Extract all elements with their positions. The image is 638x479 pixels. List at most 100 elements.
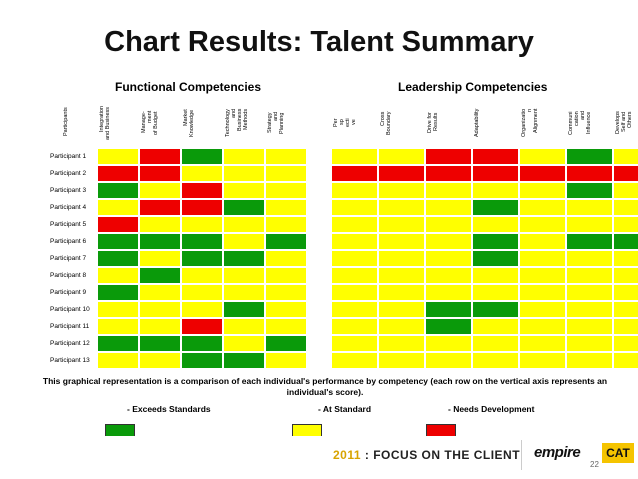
leadership-cell-r1-c5 <box>519 148 566 165</box>
page-number: 22 <box>590 460 599 469</box>
functional-cell-r13-c2 <box>139 352 181 369</box>
footer-tagline-text: : FOCUS ON THE CLIENT <box>361 448 521 462</box>
row-label-11: Participant 11 <box>50 323 90 330</box>
functional-cell-r5-c5 <box>265 216 307 233</box>
leadership-cell-r8-c2 <box>378 267 425 284</box>
footer-bar <box>0 436 638 479</box>
column-header-1: Integration and Business <box>99 106 111 140</box>
leadership-cell-r8-c7 <box>613 267 638 284</box>
leadership-cell-r7-c3 <box>425 250 472 267</box>
functional-cell-r3-c2 <box>139 182 181 199</box>
leadership-cell-r11-c7 <box>613 318 638 335</box>
leadership-cell-r1-c3 <box>425 148 472 165</box>
leadership-cell-r8-c1 <box>331 267 378 284</box>
leadership-cell-r2-c4 <box>472 165 519 182</box>
functional-competencies-heading: Functional Competencies <box>115 80 262 94</box>
functional-cell-r6-c5 <box>265 233 307 250</box>
leadership-cell-r7-c4 <box>472 250 519 267</box>
row-label-4: Participant 4 <box>50 204 87 211</box>
leadership-cell-r8-c5 <box>519 267 566 284</box>
leadership-cell-r3-c4 <box>472 182 519 199</box>
column-header-9: Organizatio n Alignment <box>521 108 539 138</box>
functional-cell-r13-c4 <box>223 352 265 369</box>
functional-cell-r2-c3 <box>181 165 223 182</box>
functional-cell-r1-c1 <box>97 148 139 165</box>
leadership-cell-r11-c2 <box>378 318 425 335</box>
row-label-6: Participant 6 <box>50 238 87 245</box>
leadership-cell-r3-c5 <box>519 182 566 199</box>
leadership-cell-r13-c1 <box>331 352 378 369</box>
leadership-cell-r4-c3 <box>425 199 472 216</box>
column-header-4: Technology and Business Methods <box>225 109 249 137</box>
functional-cell-r2-c1 <box>97 165 139 182</box>
leadership-cell-r11-c4 <box>472 318 519 335</box>
leadership-cell-r2-c3 <box>425 165 472 182</box>
leadership-cell-r4-c5 <box>519 199 566 216</box>
leadership-cell-r2-c6 <box>566 165 613 182</box>
leadership-cell-r5-c1 <box>331 216 378 233</box>
leadership-cell-r11-c6 <box>566 318 613 335</box>
functional-cell-r12-c4 <box>223 335 265 352</box>
row-label-9: Participant 9 <box>50 289 87 296</box>
functional-cell-r7-c2 <box>139 250 181 267</box>
footer-tagline: 2011 : FOCUS ON THE CLIENT <box>333 448 520 462</box>
leadership-cell-r6-c6 <box>566 233 613 250</box>
functional-cell-r9-c3 <box>181 284 223 301</box>
leadership-cell-r7-c1 <box>331 250 378 267</box>
leadership-cell-r11-c5 <box>519 318 566 335</box>
leadership-cell-r4-c4 <box>472 199 519 216</box>
leadership-cell-r8-c3 <box>425 267 472 284</box>
functional-cell-r8-c1 <box>97 267 139 284</box>
column-header-11: Develops Self and Others <box>615 111 633 135</box>
functional-cell-r2-c5 <box>265 165 307 182</box>
functional-cell-r9-c2 <box>139 284 181 301</box>
leadership-cell-r3-c3 <box>425 182 472 199</box>
leadership-cell-r10-c7 <box>613 301 638 318</box>
leadership-cell-r5-c6 <box>566 216 613 233</box>
functional-cell-r5-c3 <box>181 216 223 233</box>
functional-cell-r11-c4 <box>223 318 265 335</box>
functional-cell-r12-c2 <box>139 335 181 352</box>
leadership-cell-r2-c1 <box>331 165 378 182</box>
leadership-cell-r3-c7 <box>613 182 638 199</box>
column-header-7: Drive for Results <box>427 112 439 134</box>
leadership-cell-r1-c7 <box>613 148 638 165</box>
leadership-cell-r10-c1 <box>331 301 378 318</box>
functional-cell-r8-c2 <box>139 267 181 284</box>
column-header-8: Adaptability <box>474 108 480 138</box>
leadership-cell-r10-c2 <box>378 301 425 318</box>
leadership-cell-r6-c2 <box>378 233 425 250</box>
leadership-competencies-heading: Leadership Competencies <box>398 80 548 94</box>
column-header-2: Manage- ment of Budget <box>141 111 159 135</box>
functional-cell-r11-c3 <box>181 318 223 335</box>
legend-label-needs-development: - Needs Development <box>448 404 535 414</box>
legend-label-exceeds: - Exceeds Standards <box>127 404 211 414</box>
leadership-cell-r11-c3 <box>425 318 472 335</box>
row-label-1: Participant 1 <box>50 153 87 160</box>
functional-cell-r12-c1 <box>97 335 139 352</box>
functional-cell-r4-c1 <box>97 199 139 216</box>
leadership-cell-r3-c1 <box>331 182 378 199</box>
row-label-10: Participant 10 <box>50 306 90 313</box>
leadership-cell-r12-c4 <box>472 335 519 352</box>
leadership-cell-r4-c6 <box>566 199 613 216</box>
column-header-partial: Per sp ecti ve <box>333 118 357 128</box>
leadership-cell-r1-c4 <box>472 148 519 165</box>
leadership-cell-r2-c2 <box>378 165 425 182</box>
leadership-cell-r8-c4 <box>472 267 519 284</box>
functional-cell-r8-c3 <box>181 267 223 284</box>
functional-cell-r12-c3 <box>181 335 223 352</box>
leadership-cell-r3-c2 <box>378 182 425 199</box>
leadership-cell-r7-c2 <box>378 250 425 267</box>
leadership-cell-r9-c6 <box>566 284 613 301</box>
leadership-cell-r9-c7 <box>613 284 638 301</box>
row-label-7: Participant 7 <box>50 255 87 262</box>
functional-cell-r10-c1 <box>97 301 139 318</box>
functional-cell-r4-c3 <box>181 199 223 216</box>
functional-cell-r13-c3 <box>181 352 223 369</box>
leadership-cell-r4-c7 <box>613 199 638 216</box>
leadership-cell-r12-c5 <box>519 335 566 352</box>
leadership-cell-r2-c5 <box>519 165 566 182</box>
functional-cell-r1-c4 <box>223 148 265 165</box>
leadership-cell-r1-c6 <box>566 148 613 165</box>
